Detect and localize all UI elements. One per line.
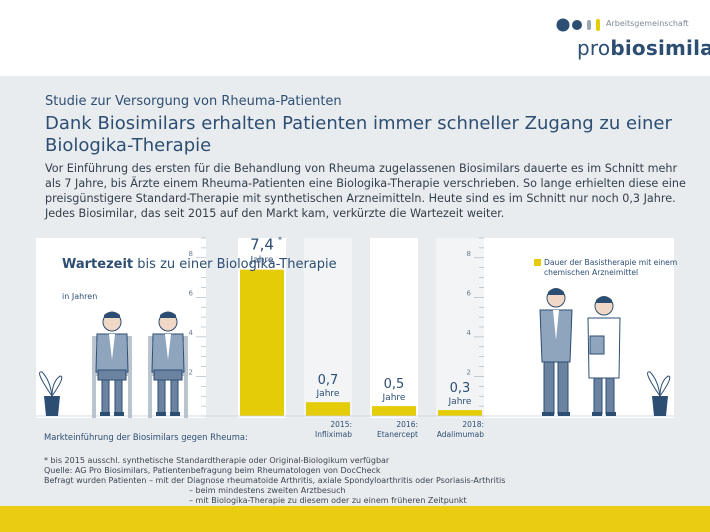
bar [438, 410, 482, 416]
x-axis-label: Markteinführung der Biosimilars gegen Rh… [44, 432, 248, 442]
bar [372, 406, 416, 416]
person-icon [170, 379, 179, 415]
person-icon [100, 412, 110, 416]
bar [306, 402, 350, 416]
doctor-icon [592, 412, 602, 416]
y-tick-label: 6 [467, 289, 472, 297]
data-unit-label: Jahre [316, 389, 340, 399]
bar [240, 269, 284, 416]
chart-title-rest: bis zu einer Biologika-Therapie [137, 257, 337, 272]
y-tick-label: 4 [467, 329, 472, 337]
bottom-band [0, 506, 710, 532]
survey-line: – beim mindestens zweiten Arztbesuch [189, 486, 346, 495]
y-tick-label: 2 [467, 368, 471, 376]
plant-icon [652, 396, 668, 416]
person-icon [543, 361, 555, 415]
clipboard-icon [589, 335, 605, 355]
person-icon [170, 412, 180, 416]
logo-bio: biosimilars [610, 36, 710, 60]
intro-text: Vor Einführung des ersten für die Behand… [45, 162, 686, 220]
y-tick-label: 8 [467, 250, 471, 258]
footnote: * bis 2015 ausschl. synthetische Standar… [44, 456, 390, 465]
person-icon [553, 310, 559, 340]
person-icon [153, 369, 183, 381]
person-icon [557, 361, 569, 415]
x-tick-label: 2016: [396, 420, 418, 429]
x-tick-label: 2018: [462, 420, 484, 429]
chart-panel [484, 238, 674, 418]
plant-icon [44, 396, 60, 416]
person-icon [558, 412, 570, 416]
logo-pro: pro [577, 36, 611, 60]
data-label-star: * [278, 236, 282, 245]
header-area: Arbeitsgemeinschaft probiosimilars [0, 0, 710, 76]
plant-icon [647, 371, 661, 397]
legend-swatch [534, 259, 541, 266]
column-band [370, 238, 418, 418]
plant-icon [659, 375, 671, 397]
doctor-icon [605, 377, 615, 415]
chair-icon [92, 342, 96, 418]
person-icon [160, 311, 176, 318]
person-icon [156, 412, 166, 416]
legend-entry: Dauer der Basistherapie mit einem chemis… [544, 258, 678, 277]
y-tick-label: 8 [189, 250, 193, 258]
source-line: Quelle: AG Pro Biosimilars, Patientenbef… [44, 466, 381, 475]
logo-subtitle: Arbeitsgemeinschaft [606, 19, 689, 28]
person-icon [104, 311, 120, 318]
x-tick-label: Etanercept [377, 430, 418, 439]
person-icon [101, 379, 110, 415]
person-icon [114, 412, 124, 416]
page-title: Dank Biosimilars erhalten Patienten imme… [45, 113, 672, 156]
kicker: Studie zur Versorgung von Rheuma-Patient… [45, 94, 342, 109]
data-unit-label: Jahre [448, 397, 472, 407]
plant-icon [51, 375, 63, 397]
data-unit-label: Jahre [250, 256, 274, 266]
data-label: 0,7 [318, 373, 339, 388]
x-tick-label: 2015: [330, 420, 352, 429]
column-band [304, 238, 352, 418]
doctor-icon [606, 412, 616, 416]
chair-icon [128, 342, 132, 418]
survey-line: – mit Biologika-Therapie zu diesem oder … [189, 496, 467, 505]
person-icon [542, 412, 554, 416]
x-tick-label: Infliximab [315, 430, 352, 439]
person-icon [548, 288, 564, 295]
survey-line: Befragt wurden Patienten – mit der Diagn… [44, 476, 506, 485]
x-tick-label: Adalimumab [437, 430, 484, 439]
y-tick-label: 2 [189, 368, 193, 376]
person-icon [114, 379, 123, 415]
y-tick-label: 6 [189, 289, 194, 297]
doctor-icon [596, 296, 612, 303]
logo-icon [556, 18, 600, 32]
chair-icon [148, 342, 152, 418]
chart-title: Wartezeit bis zu einer Biologika-Therapi… [62, 256, 337, 273]
data-label: 0,5 [384, 377, 405, 392]
person-icon [165, 334, 171, 360]
y-tick-label: 4 [189, 329, 194, 337]
plant-icon [39, 371, 53, 397]
chart-title-bold: Wartezeit [62, 257, 134, 272]
data-unit-label: Jahre [382, 393, 406, 403]
person-icon [157, 379, 166, 415]
data-label: 7,4 [250, 236, 274, 254]
chart-unit: in Jahren [62, 292, 98, 301]
doctor-icon [593, 377, 603, 415]
person-icon [109, 334, 115, 360]
logo-wordmark: probiosimilars [577, 36, 710, 60]
column-band [436, 238, 484, 418]
person-icon [97, 369, 127, 381]
chair-icon [184, 342, 188, 418]
data-label: 0,3 [450, 381, 471, 396]
